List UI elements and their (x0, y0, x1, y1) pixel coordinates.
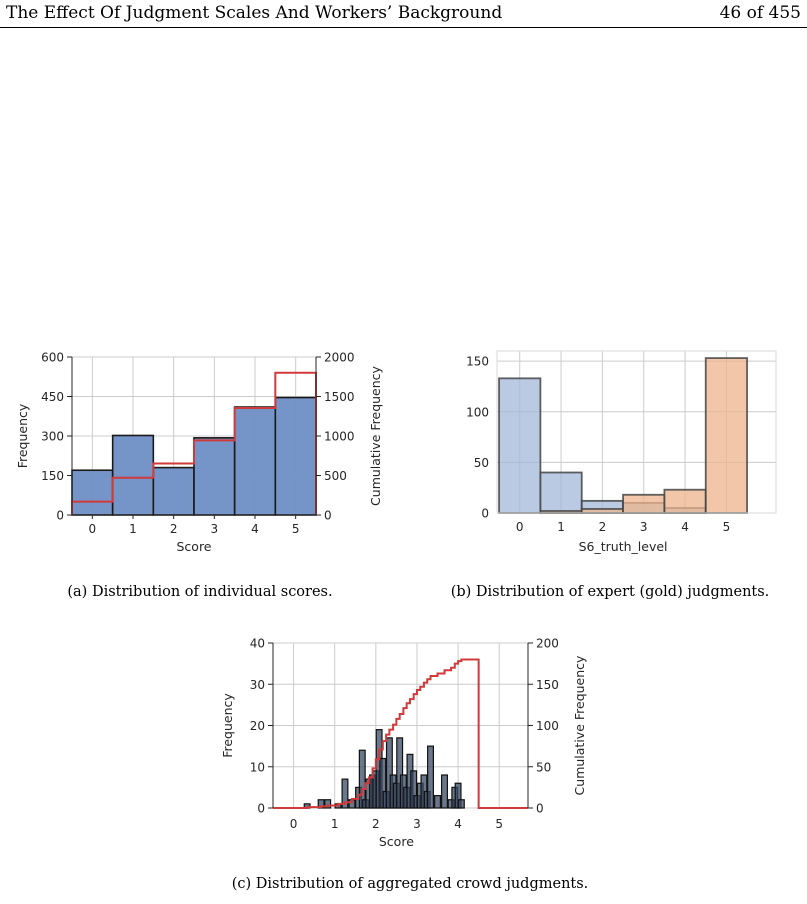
bar (580, 508, 624, 514)
y-tick-label: 30 (250, 678, 265, 692)
y-right-tick-label: 100 (536, 719, 559, 733)
y-tick-label: 40 (250, 637, 265, 651)
x-tick-label: 2 (170, 522, 178, 536)
bar (457, 799, 465, 809)
y-tick-label: 0 (257, 802, 265, 816)
x-axis-label: S6_truth_level (579, 539, 668, 554)
x-tick-label: 3 (413, 817, 421, 831)
header-rule (0, 27, 807, 28)
bar (193, 437, 236, 516)
x-tick-label: 5 (723, 520, 731, 534)
x-tick-label: 0 (290, 817, 298, 831)
cumulative-step-line (273, 658, 528, 809)
y-right-axis-label: Cumulative Frequency (572, 655, 587, 795)
bar (233, 406, 277, 516)
x-tick-label: 4 (454, 817, 462, 831)
bar (341, 778, 349, 809)
y-right-axis-label: Cumulative Frequency (368, 365, 383, 505)
figure-b-caption: (b) Distribution of expert (gold) judgme… (450, 584, 770, 600)
cumulative-step-line (71, 371, 317, 515)
x-tick-label: 4 (681, 520, 689, 534)
y-right-tick-label: 500 (324, 469, 347, 483)
x-tick-label: 1 (331, 817, 339, 831)
bar (704, 357, 748, 514)
y-right-tick-label: 150 (536, 678, 559, 692)
y-right-tick-label: 0 (324, 509, 332, 523)
y-tick-label: 600 (41, 351, 64, 365)
y-tick-label: 150 (41, 469, 64, 483)
x-tick-label: 5 (292, 522, 300, 536)
y-axis-label: Frequency (220, 693, 235, 758)
bar (152, 466, 195, 516)
bar (539, 471, 583, 514)
bar (111, 434, 155, 516)
bar (441, 774, 448, 809)
running-header-title: The Effect Of Judgment Scales And Worker… (6, 3, 503, 23)
bar (498, 377, 542, 514)
x-tick-label: 5 (495, 817, 503, 831)
bar (622, 493, 666, 514)
bar (324, 799, 332, 809)
bar (385, 737, 393, 809)
y-right-tick-label: 1500 (324, 390, 355, 404)
y-tick-label: 150 (466, 355, 489, 369)
y-tick-label: 10 (250, 760, 265, 774)
x-tick-label: 2 (599, 520, 607, 534)
figure-a-chart: 0 150 300 450 600 0 500 1000 1500 2000 0 1 2 3 4 5 Score… (15, 351, 383, 555)
y-right-tick-label: 0 (536, 802, 544, 816)
y-right-tick-label: 1000 (324, 430, 355, 444)
y-right-tick-label: 200 (536, 637, 559, 651)
y-tick-label: 50 (474, 456, 489, 470)
y-axis-label: Frequency (15, 403, 30, 468)
x-tick-label: 3 (640, 520, 648, 534)
y-tick-label: 0 (481, 507, 489, 521)
y-tick-label: 100 (466, 405, 489, 419)
bar (396, 737, 404, 809)
page-number: 46 of 455 (719, 3, 801, 23)
x-axis-label: Score (379, 834, 414, 849)
x-axis-label: Score (176, 539, 211, 554)
x-tick-label: 1 (557, 520, 565, 534)
y-tick-label: 20 (250, 719, 265, 733)
y-tick-label: 300 (41, 430, 64, 444)
running-header: The Effect Of Judgment Scales And Worker… (0, 0, 807, 28)
y-tick-label: 0 (56, 509, 64, 523)
x-tick-label: 4 (251, 522, 259, 536)
bar (274, 396, 317, 516)
x-tick-label: 0 (89, 522, 97, 536)
y-right-tick-label: 2000 (324, 351, 355, 365)
figure-a-caption: (a) Distribution of individual scores. (67, 584, 333, 600)
y-right-tick-label: 50 (536, 760, 551, 774)
y-tick-label: 450 (41, 390, 64, 404)
bar (71, 469, 114, 516)
plot-frame (496, 350, 777, 514)
figure-b-chart: 0 50 100 150 0 1 2 3 4 5 S6_truth_level (466, 350, 777, 554)
x-tick-label: 0 (516, 520, 524, 534)
bar (434, 795, 441, 809)
x-tick-label: 2 (372, 817, 380, 831)
figure-c-caption: (c) Distribution of aggregated crowd jud… (231, 876, 589, 892)
bar (663, 488, 707, 514)
x-tick-label: 1 (129, 522, 137, 536)
bar (427, 745, 435, 809)
x-tick-label: 3 (211, 522, 219, 536)
